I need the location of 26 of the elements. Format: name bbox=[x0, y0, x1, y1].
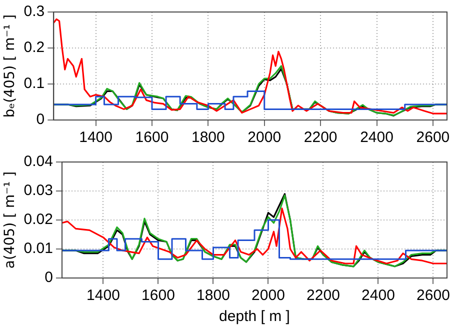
x-tick-label: 2000 bbox=[252, 287, 285, 304]
y-tick-label: 0.04 bbox=[24, 153, 53, 170]
y-tick-label: 0.01 bbox=[24, 240, 53, 258]
x-tick-label: 2600 bbox=[416, 129, 450, 146]
x-tick-label: 2400 bbox=[360, 129, 394, 146]
y-tick-label: 0.1 bbox=[24, 75, 45, 92]
x-tick-label: 2200 bbox=[304, 129, 338, 146]
x-tick-label: 2000 bbox=[248, 129, 282, 146]
x-tick-label: 1400 bbox=[86, 287, 120, 304]
x-tick-label: 1800 bbox=[191, 129, 225, 146]
x-tick-label: 2600 bbox=[416, 287, 450, 304]
y-tick-label: 0.3 bbox=[24, 3, 45, 20]
x-axis-title: depth [ m ] bbox=[219, 308, 290, 326]
x-tick-label: 1600 bbox=[142, 287, 175, 304]
x-tick-label: 2400 bbox=[362, 287, 395, 304]
y-axis-title: a(405) [ m⁻¹ ] bbox=[2, 171, 18, 269]
y-axis-title: bₑ(405) [ m⁻¹ ] bbox=[2, 14, 18, 118]
x-tick-label: 1400 bbox=[79, 129, 112, 146]
y-tick-label: 0 bbox=[44, 269, 53, 286]
y-tick-label: 0.2 bbox=[24, 39, 45, 56]
x-tick-label: 1600 bbox=[135, 129, 169, 146]
y-tick-label: 0 bbox=[36, 111, 45, 128]
y-tick-label: 0.02 bbox=[24, 211, 53, 228]
y-tick-label: 0.03 bbox=[24, 182, 53, 200]
x-tick-label: 1800 bbox=[196, 287, 230, 304]
x-tick-label: 2200 bbox=[306, 287, 340, 304]
